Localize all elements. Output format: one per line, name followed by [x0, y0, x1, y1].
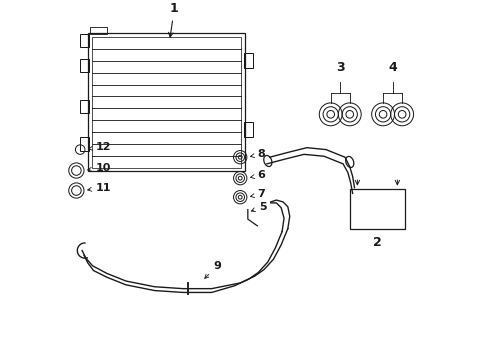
Text: 1: 1: [168, 3, 178, 37]
Text: 2: 2: [372, 236, 381, 249]
Text: 3: 3: [335, 62, 344, 75]
Text: 11: 11: [87, 183, 111, 193]
Text: 5: 5: [251, 202, 266, 212]
Bar: [80, 138, 89, 151]
Bar: [244, 53, 252, 68]
Text: 6: 6: [250, 170, 264, 180]
Bar: [88, 33, 244, 171]
Bar: [349, 189, 404, 229]
Text: 7: 7: [250, 189, 264, 199]
Bar: [91, 37, 241, 168]
Text: 12: 12: [88, 141, 111, 152]
Text: 9: 9: [204, 261, 221, 278]
Bar: [89, 27, 107, 34]
Bar: [80, 59, 89, 72]
Text: 10: 10: [87, 162, 111, 172]
Text: 8: 8: [250, 149, 264, 159]
Bar: [80, 100, 89, 113]
Bar: [80, 34, 89, 47]
Text: 4: 4: [387, 62, 396, 75]
Bar: [244, 122, 252, 137]
